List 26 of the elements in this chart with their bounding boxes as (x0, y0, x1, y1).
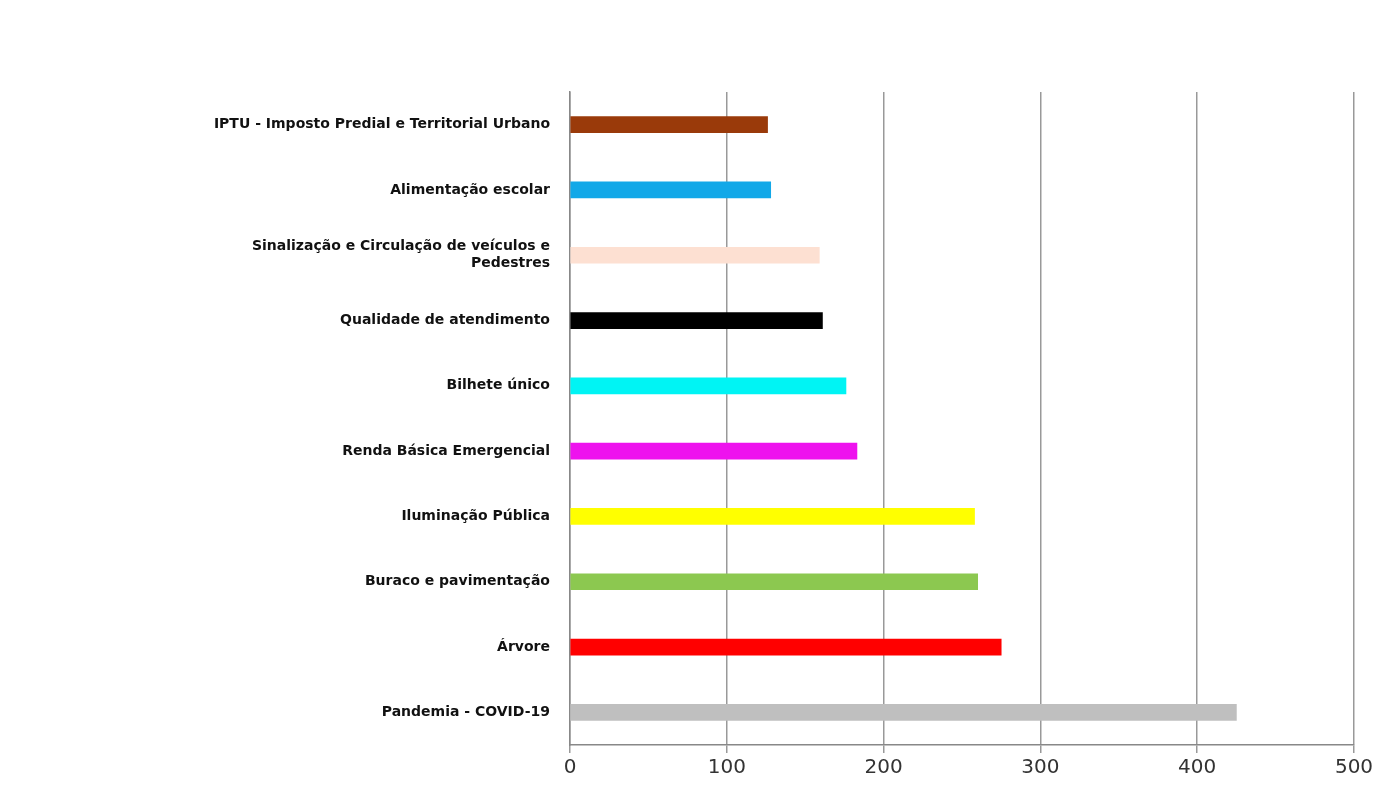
bar (570, 638, 1002, 656)
y-tick-label: Alimentação escolar (390, 180, 551, 197)
y-tick-label: Renda Básica Emergencial (342, 441, 550, 458)
y-tick-label: Pandemia - COVID-19 (381, 702, 550, 719)
y-tick-label: Buraco e pavimentação (364, 572, 551, 589)
bar (570, 377, 847, 395)
x-tick-label: 300 (1021, 754, 1060, 779)
y-tick-label: Sinalização e Circulação de veículos e Pedestres (251, 237, 550, 271)
bar (570, 508, 975, 525)
y-tick-label: IPTU - Imposto Predial e Territorial Urbano (213, 115, 551, 132)
bar (570, 246, 820, 264)
bar (570, 704, 1237, 721)
y-tick-label: Qualidade de atendimento (340, 311, 551, 328)
x-tick-label: 0 (563, 754, 577, 779)
y-tick-label: Iluminação Pública (401, 507, 550, 524)
bar (570, 442, 858, 460)
x-tick-label: 200 (864, 754, 903, 779)
bar (570, 573, 979, 591)
x-tick-label: 100 (707, 754, 746, 779)
x-tick-label: 400 (1178, 754, 1217, 779)
bar (570, 116, 768, 133)
y-tick-label: Árvore (497, 637, 550, 654)
bar (570, 181, 772, 199)
bar (570, 312, 823, 329)
x-tick-label: 500 (1334, 754, 1374, 779)
y-tick-label: Bilhete único (446, 376, 551, 393)
